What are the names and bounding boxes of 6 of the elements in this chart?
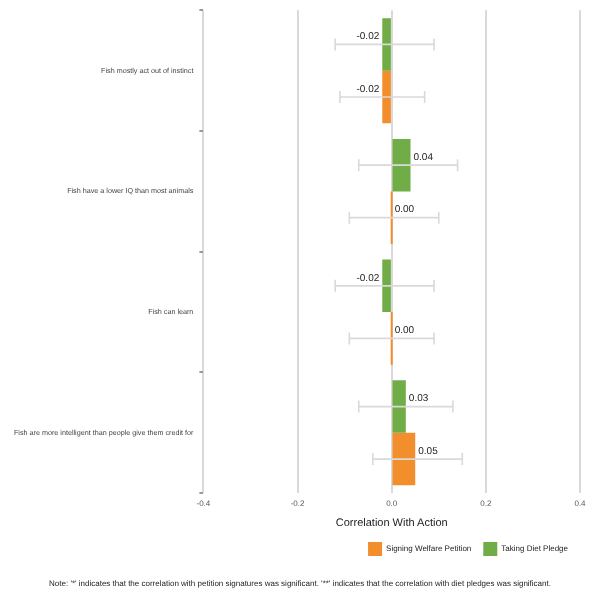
bar: [382, 259, 391, 313]
bar: [392, 432, 416, 486]
bar: [392, 138, 411, 192]
bar: [392, 380, 406, 433]
bar: [382, 70, 391, 124]
bar: [382, 18, 391, 71]
